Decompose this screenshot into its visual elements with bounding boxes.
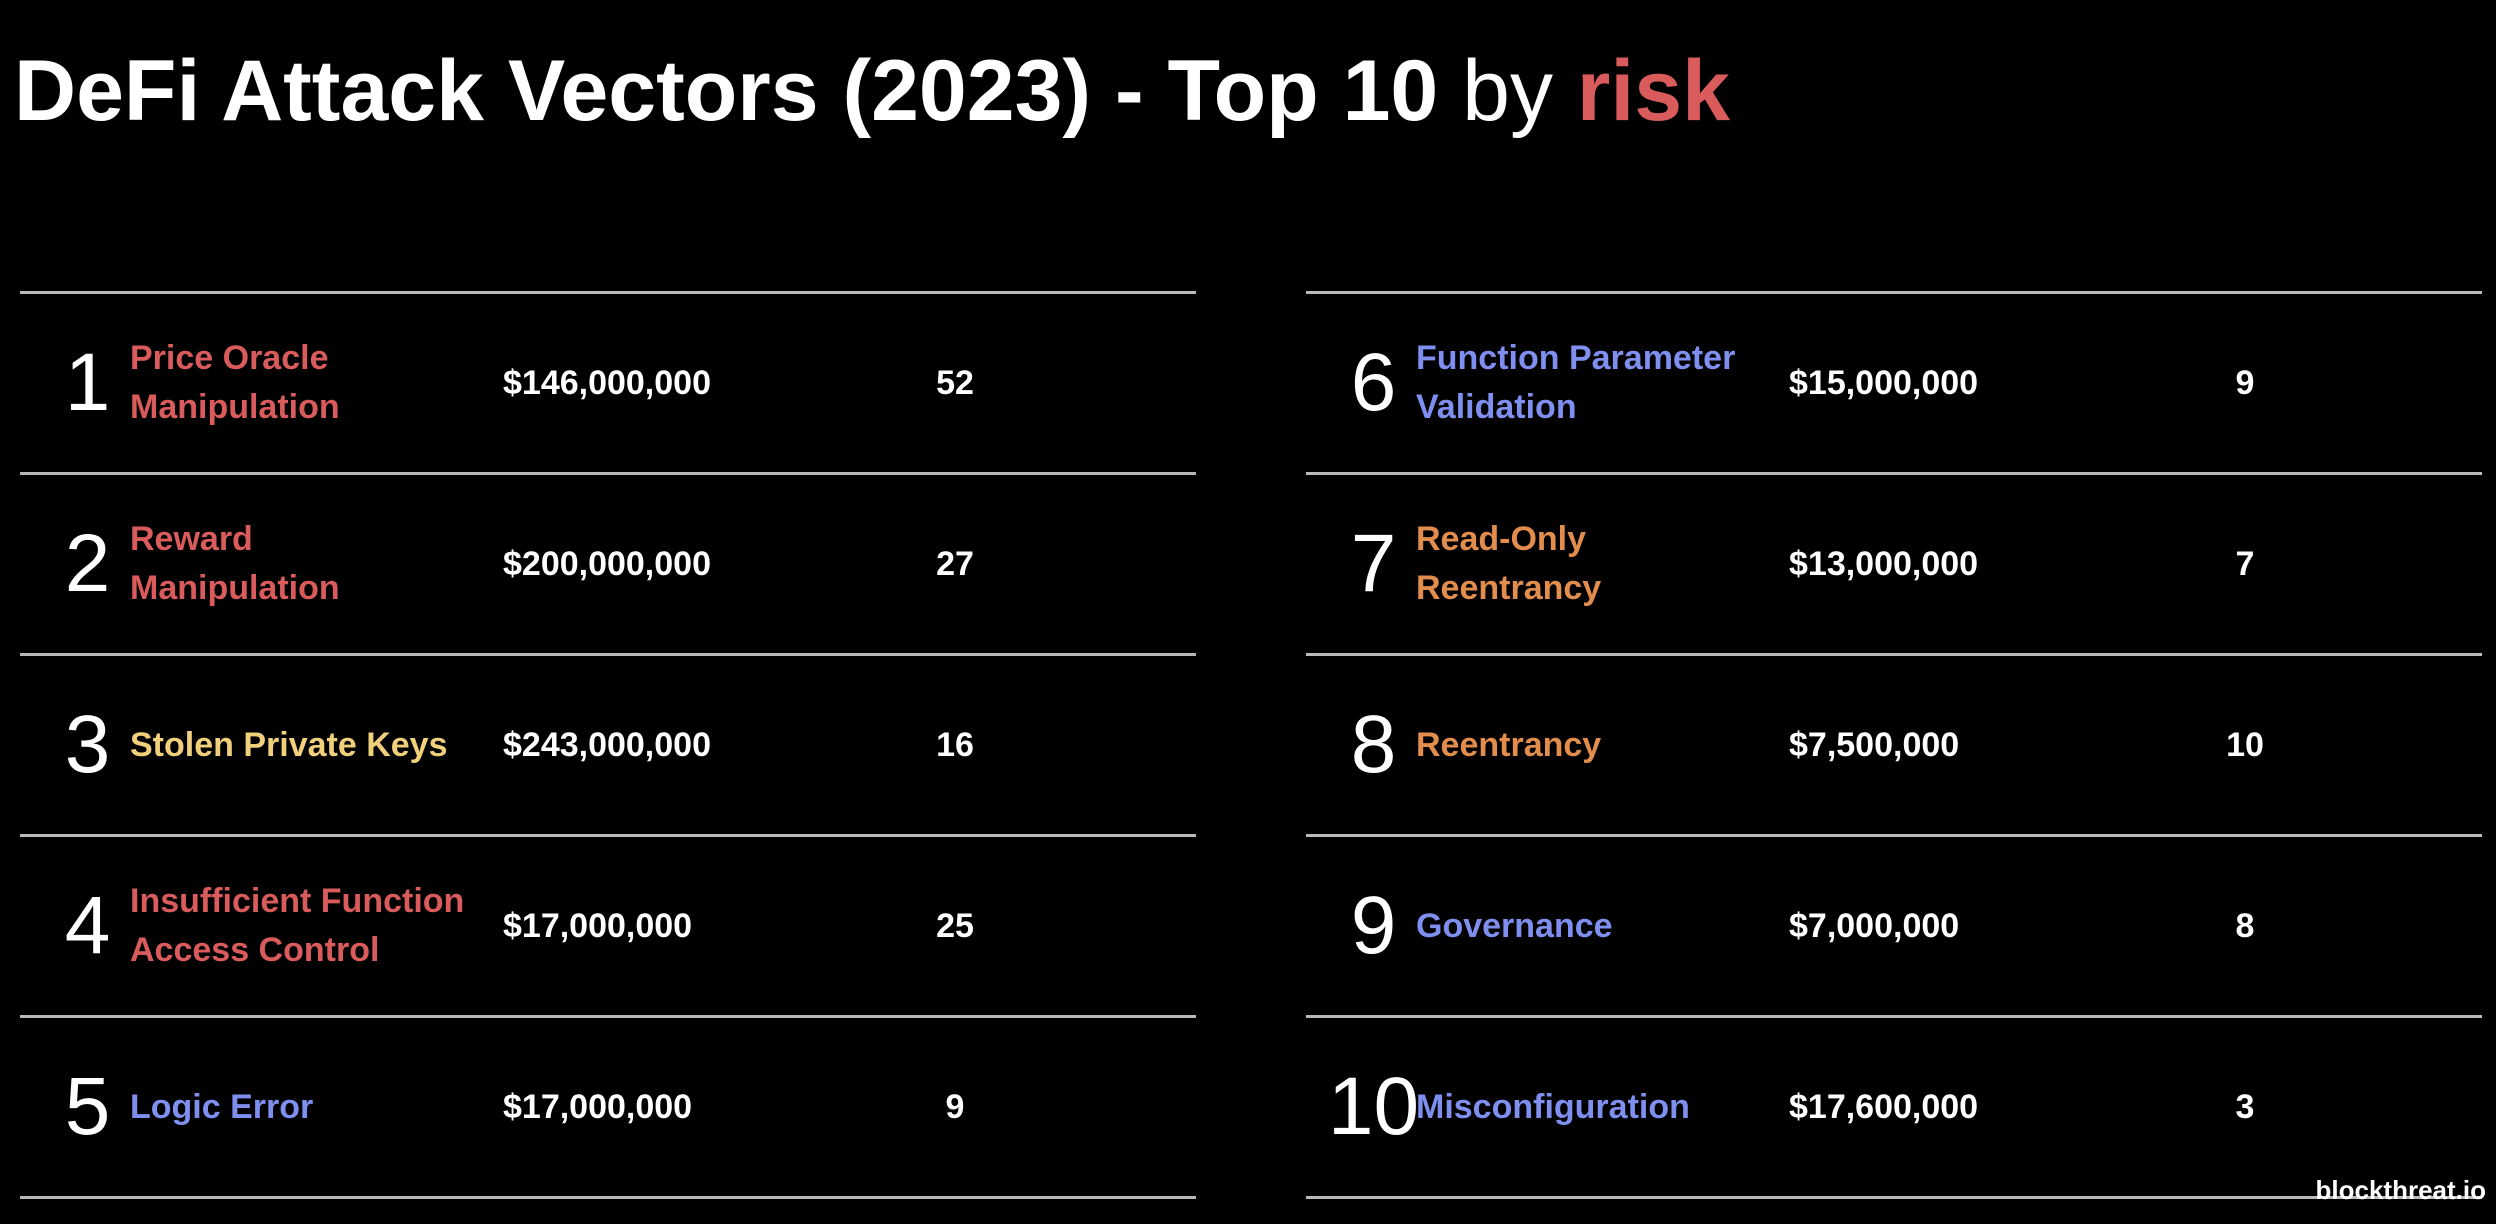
incident-count: 9 [945, 1088, 965, 1126]
loss-amount: $15,000,000 [1789, 364, 1979, 402]
list-item: 7 Read-Only Reentrancy $13,000,000 7 [1306, 475, 2482, 656]
loss-amount: $7,000,000 [1789, 907, 1960, 945]
attack-vector-name: Logic Error [130, 1087, 314, 1126]
attack-vector-name: Governance [1416, 906, 1613, 945]
rank-number: 7 [1350, 518, 1397, 609]
ranking-list-left: 1 Price Oracle Manipulation $146,000,000… [20, 291, 1196, 1199]
rank-number: 8 [1350, 699, 1397, 790]
rank-number: 9 [1350, 880, 1397, 971]
incident-count: 27 [936, 545, 974, 583]
list-item: 10 Misconfiguration $17,600,000 3 [1306, 1018, 2482, 1199]
list-item: 9 Governance $7,000,000 8 [1306, 837, 2482, 1018]
title-risk: risk [1576, 43, 1730, 139]
incident-count: 8 [2235, 907, 2255, 945]
incident-count: 3 [2235, 1088, 2255, 1126]
loss-amount: $146,000,000 [503, 364, 711, 402]
rank-number: 2 [64, 518, 111, 609]
page-title: DeFi Attack Vectors (2023) - Top 10 by r… [14, 36, 1730, 146]
loss-amount: $7,500,000 [1789, 726, 1960, 764]
rank-number: 1 [64, 337, 111, 428]
attack-vector-name: Stolen Private Keys [130, 725, 448, 764]
rank-number: 5 [64, 1061, 111, 1152]
attack-vector-name: Insufficient Function Access Control [130, 882, 465, 969]
loss-amount: $13,000,000 [1789, 545, 1979, 583]
divider [1306, 291, 2482, 294]
list-item: 3 Stolen Private Keys $243,000,000 16 [20, 656, 1196, 837]
title-by: by [1462, 43, 1553, 139]
attack-vector-name: Read-Only Reentrancy [1416, 520, 1602, 607]
title-main: DeFi Attack Vectors (2023) - Top 10 [14, 43, 1439, 139]
incident-count: 25 [936, 907, 974, 945]
attack-vector-name: Reentrancy [1416, 725, 1602, 764]
incident-count: 52 [936, 364, 974, 402]
list-item: 5 Logic Error $17,000,000 9 [20, 1018, 1196, 1199]
rank-number: 10 [1327, 1061, 1420, 1152]
loss-amount: $200,000,000 [503, 545, 711, 583]
incident-count: 7 [2235, 545, 2255, 583]
rank-number: 4 [64, 880, 111, 971]
rank-number: 3 [64, 699, 111, 790]
attack-vector-name: Price Oracle Manipulation [130, 339, 340, 426]
incident-count: 9 [2235, 364, 2255, 402]
list-item: 6 Function Parameter Validation $15,000,… [1306, 294, 2482, 475]
list-item: 2 Reward Manipulation $200,000,000 27 [20, 475, 1196, 656]
loss-amount: $17,000,000 [503, 1088, 693, 1126]
incident-count: 16 [936, 726, 974, 764]
attack-vector-name: Function Parameter Validation [1416, 339, 1736, 426]
incident-count: 10 [2226, 726, 2264, 764]
loss-amount: $243,000,000 [503, 726, 711, 764]
loss-amount: $17,000,000 [503, 907, 693, 945]
divider [20, 291, 1196, 294]
attack-vector-name: Misconfiguration [1416, 1087, 1690, 1126]
list-item: 8 Reentrancy $7,500,000 10 [1306, 656, 2482, 837]
loss-amount: $17,600,000 [1789, 1088, 1979, 1126]
rank-number: 6 [1350, 337, 1397, 428]
list-item: 1 Price Oracle Manipulation $146,000,000… [20, 294, 1196, 475]
list-item: 4 Insufficient Function Access Control $… [20, 837, 1196, 1018]
ranking-list-right: 6 Function Parameter Validation $15,000,… [1306, 291, 2482, 1199]
attack-vector-name: Reward Manipulation [130, 520, 340, 607]
watermark-text: blockthreat.io [2315, 1175, 2486, 1205]
